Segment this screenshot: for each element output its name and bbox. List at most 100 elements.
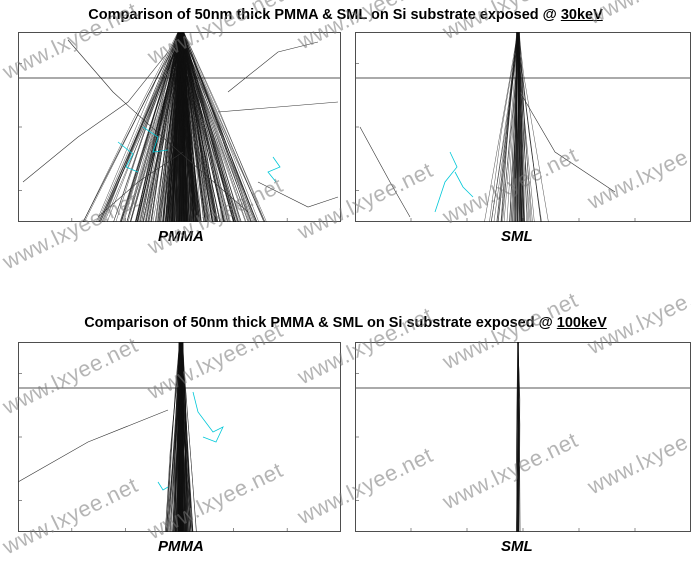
- trajectory-line: [178, 32, 242, 222]
- trajectory-line: [182, 32, 228, 222]
- panel-sml-100kev: [355, 342, 691, 532]
- title-100kev: Comparison of 50nm thick PMMA & SML on S…: [0, 315, 691, 331]
- electron-trajectories: [82, 32, 267, 222]
- title-energy: 30keV: [560, 7, 603, 23]
- trajectory-line: [183, 32, 199, 222]
- panel-pmma-30kev: [18, 32, 341, 222]
- backscatter-path: [192, 391, 224, 443]
- trajectory-line: [519, 32, 525, 222]
- trajectory-line: [148, 32, 184, 222]
- trajectory-line: [119, 32, 181, 222]
- backscatter-path: [117, 141, 139, 173]
- title-30kev: Comparison of 50nm thick PMMA & SML on S…: [0, 7, 691, 23]
- trajectory-line: [175, 32, 180, 222]
- scattered-path: [22, 51, 169, 183]
- trajectory-line: [517, 32, 519, 222]
- trajectory-line: [176, 32, 184, 222]
- trajectory-plot-sml-100kev: [355, 342, 691, 532]
- backscatter-path: [454, 171, 474, 198]
- backscatter-paths: [434, 151, 474, 213]
- trajectory-line: [158, 32, 183, 222]
- backscatter-path: [157, 481, 169, 491]
- trajectory-plot-pmma-100kev: [18, 342, 341, 532]
- trajectory-line: [183, 32, 210, 222]
- trajectory-line: [183, 32, 267, 222]
- trajectory-line: [489, 32, 519, 222]
- scattered-path: [18, 409, 169, 483]
- trajectory-line: [169, 32, 180, 222]
- trajectory-line: [179, 32, 202, 222]
- trajectory-line: [517, 342, 521, 532]
- title-prefix: Comparison of 50nm thick PMMA & SML on S…: [84, 315, 557, 331]
- trajectory-line: [142, 32, 182, 222]
- scattered-path: [257, 181, 339, 208]
- trajectory-line: [181, 32, 257, 222]
- trajectory-line: [179, 32, 182, 222]
- trajectory-line: [171, 342, 184, 532]
- trajectory-line: [181, 32, 224, 222]
- trajectory-line: [98, 32, 182, 222]
- trajectory-line: [518, 32, 523, 222]
- trajectory-plot-sml-30kev: [355, 32, 691, 222]
- scattered-paths: [359, 91, 616, 218]
- electron-trajectories: [484, 32, 549, 222]
- trajectory-line: [518, 32, 521, 222]
- backscatter-path: [267, 156, 281, 183]
- scattered-path: [519, 91, 616, 193]
- trajectory-line: [510, 32, 518, 222]
- panel-label-pmma-100kev: PMMA: [158, 538, 204, 555]
- trajectory-line: [162, 32, 180, 222]
- trajectory-line: [516, 342, 519, 532]
- trajectory-line: [121, 32, 183, 222]
- scattered-paths: [22, 39, 339, 218]
- trajectory-line: [164, 342, 180, 532]
- trajectory-line: [182, 32, 265, 222]
- trajectory-line: [166, 342, 180, 532]
- trajectory-line: [497, 32, 518, 222]
- trajectory-line: [157, 32, 180, 222]
- scattered-path: [217, 101, 339, 113]
- trajectory-line: [490, 32, 520, 222]
- electron-trajectories: [516, 342, 521, 532]
- trajectory-line: [123, 32, 181, 222]
- trajectory-line: [484, 32, 518, 222]
- trajectory-line: [178, 342, 183, 532]
- panel-label-pmma-30kev: PMMA: [158, 228, 204, 245]
- trajectory-line: [183, 32, 252, 222]
- scattered-path: [359, 126, 411, 218]
- backscatter-path: [142, 126, 169, 153]
- trajectory-line: [518, 32, 522, 222]
- panel-label-sml-100kev: SML: [501, 538, 533, 555]
- trajectory-line: [171, 32, 185, 222]
- trajectory-line: [82, 32, 183, 222]
- trajectory-line: [100, 32, 184, 222]
- trajectory-line: [82, 32, 179, 222]
- trajectory-line: [97, 32, 180, 222]
- trajectory-plot-pmma-30kev: [18, 32, 341, 222]
- trajectory-line: [517, 32, 542, 222]
- trajectory-line: [173, 342, 180, 532]
- plot-frame: [355, 342, 691, 532]
- backscatter-path: [434, 151, 458, 213]
- trajectory-line: [183, 32, 266, 222]
- trajectory-line: [178, 32, 181, 222]
- trajectory-line: [500, 32, 518, 222]
- trajectory-line: [176, 32, 184, 222]
- trajectory-line: [179, 342, 184, 532]
- backscatter-paths: [117, 126, 281, 183]
- trajectory-line: [179, 342, 183, 532]
- trajectory-line: [181, 342, 197, 532]
- panel-label-sml-30kev: SML: [501, 228, 533, 245]
- panel-pmma-100kev: [18, 342, 341, 532]
- trajectory-line: [516, 32, 525, 222]
- trajectory-line: [172, 342, 183, 532]
- trajectory-line: [181, 32, 206, 222]
- title-energy: 100keV: [556, 315, 607, 331]
- electron-trajectories: [164, 342, 197, 532]
- title-prefix: Comparison of 50nm thick PMMA & SML on S…: [88, 7, 561, 23]
- scattered-path: [227, 41, 319, 93]
- trajectory-line: [141, 32, 180, 222]
- trajectory-line: [177, 32, 181, 222]
- trajectory-line: [519, 32, 523, 222]
- scattered-path: [97, 151, 184, 218]
